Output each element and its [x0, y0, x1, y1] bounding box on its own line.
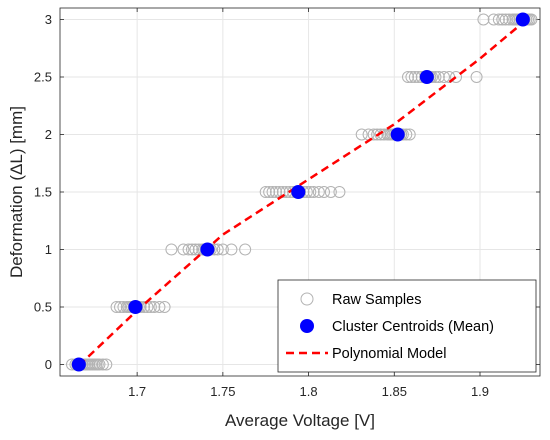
raw-sample-point: [405, 71, 418, 83]
raw-sample-point: [239, 243, 252, 256]
raw-sample-point: [503, 13, 516, 26]
raw-sample-point: [153, 301, 166, 313]
x-tick-label: 1.9: [471, 384, 489, 399]
raw-sample-point: [438, 71, 450, 83]
raw-sample-point: [276, 186, 289, 198]
raw-sample-point: [333, 186, 346, 198]
x-axis-ticks: 1.7 1.75 1.8 1.85 1.9: [128, 8, 489, 399]
raw-sample-point: [225, 243, 238, 256]
y-tick-label: 2.5: [34, 70, 52, 85]
y-tick-label: 3: [45, 12, 52, 27]
raw-sample-point: [355, 128, 368, 141]
raw-sample-point: [318, 186, 330, 198]
x-tick-label: 1.85: [382, 384, 407, 399]
centroid-point: [71, 357, 86, 372]
raw-sample-point: [165, 243, 178, 256]
raw-sample-point: [100, 358, 113, 371]
y-tick-label: 0: [45, 357, 52, 372]
raw-sample-point: [470, 71, 483, 83]
legend-model-label: Polynomial Model: [332, 346, 446, 362]
centroid-point: [515, 12, 530, 27]
centroid-point: [200, 242, 215, 257]
raw-sample-point: [186, 243, 198, 256]
raw-sample-point: [114, 301, 126, 313]
y-tick-label: 2: [45, 127, 52, 142]
raw-sample-point: [307, 186, 320, 198]
raw-sample-point: [259, 186, 272, 198]
raw-sample-point: [402, 71, 414, 83]
legend-box: [277, 279, 537, 373]
legend: Raw Samples Cluster Centroids (Mean) Pol…: [277, 279, 537, 373]
cluster-centroids-series: [71, 12, 530, 372]
raw-sample-point: [182, 243, 195, 256]
raw-sample-point: [263, 186, 276, 198]
y-tick-label: 1.5: [34, 185, 52, 200]
raw-sample-point: [477, 13, 490, 26]
centroid-point: [390, 127, 405, 142]
raw-sample-point: [96, 358, 109, 371]
raw-sample-point: [266, 186, 279, 198]
x-tick-label: 1.8: [300, 384, 318, 399]
raw-sample-point: [492, 13, 505, 26]
x-tick-label: 1.75: [210, 384, 235, 399]
y-tick-label: 0.5: [34, 300, 52, 315]
x-tick-label: 1.7: [128, 384, 146, 399]
raw-sample-point: [499, 13, 512, 26]
raw-sample-point: [374, 128, 387, 141]
raw-sample-point: [110, 301, 123, 313]
legend-centroid-label: Cluster Centroids (Mean): [332, 319, 494, 335]
centroid-point: [291, 185, 306, 199]
raw-sample-point: [216, 243, 229, 256]
raw-sample-point: [93, 358, 106, 371]
raw-sample-point: [450, 71, 462, 83]
legend-raw-samples-label: Raw Samples: [332, 292, 421, 308]
raw-sample-point: [177, 243, 190, 256]
raw-sample-point: [148, 301, 161, 313]
raw-sample-point: [144, 301, 157, 313]
centroid-point: [128, 300, 143, 314]
x-axis-title: Average Voltage [V]: [225, 411, 375, 430]
raw-sample-point: [158, 301, 171, 313]
legend-centroid-marker: [300, 319, 314, 333]
legend-raw-samples-marker: [300, 292, 314, 306]
raw-sample-point: [487, 13, 500, 26]
y-axis-ticks: 0 0.5 1 1.5 2 2.5 3: [34, 12, 540, 372]
raw-sample-point: [312, 186, 325, 198]
centroid-point: [419, 70, 434, 84]
raw-sample-point: [371, 128, 384, 141]
y-axis-title: Deformation (ΔL) [mm]: [7, 106, 26, 278]
raw-sample-point: [496, 13, 509, 26]
raw-sample-point: [270, 186, 282, 198]
raw-sample-point: [324, 186, 337, 198]
y-tick-label: 1: [45, 242, 52, 257]
